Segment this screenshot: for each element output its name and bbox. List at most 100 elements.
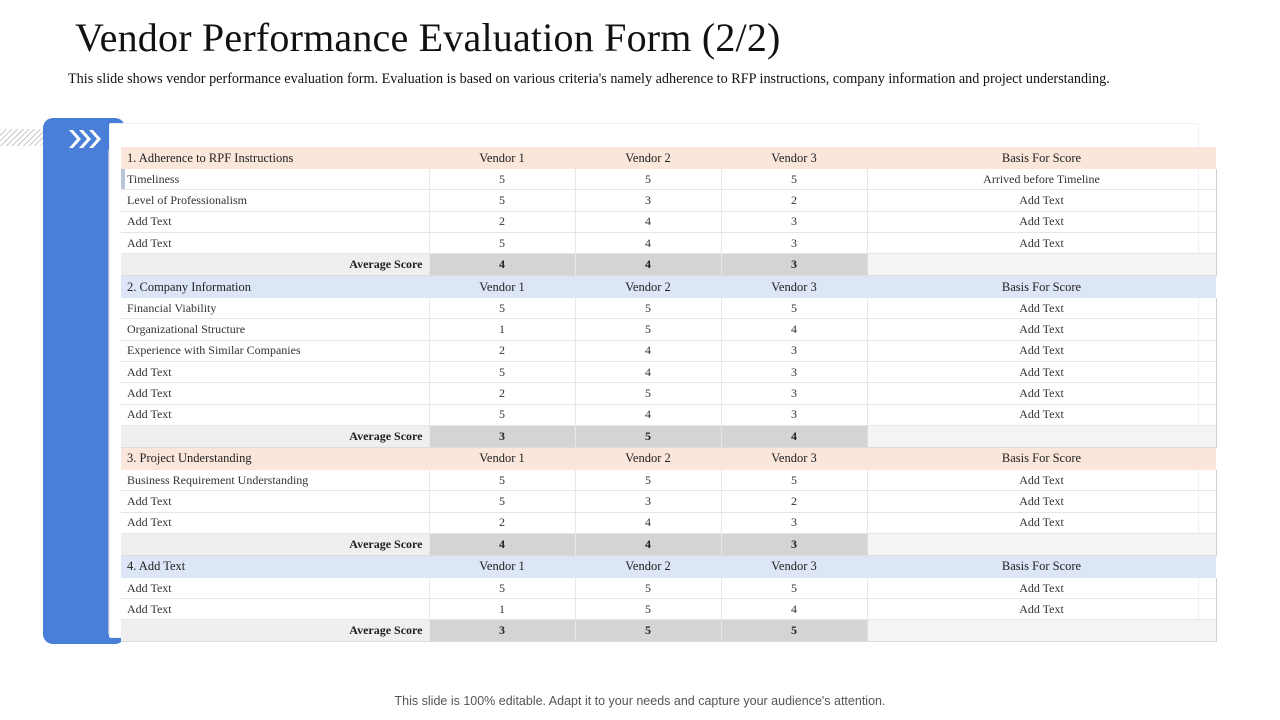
- average-score-label: Average Score: [121, 425, 429, 448]
- vendor-column-header: Vendor 3: [721, 275, 867, 299]
- basis-cell: Add Text: [866, 361, 1217, 384]
- triple-chevron-right-icon: [67, 126, 103, 152]
- section-title: 4. Add Text: [121, 555, 429, 578]
- section-header-row: 2. Company Information Vendor 1 Vendor 2 Ve…: [121, 275, 1216, 299]
- basis-cell: Add Text: [866, 598, 1217, 621]
- average-score-label: Average Score: [121, 533, 429, 556]
- score-cell: 5: [428, 361, 575, 384]
- vendor-column-header: Vendor 2: [575, 275, 721, 299]
- score-cell: 5: [720, 169, 867, 191]
- criterion-cell: Add Text: [121, 512, 429, 534]
- table-row: Financial Viability 5 5 5 Add Text: [121, 298, 1217, 320]
- table-row: Business Requirement Understanding 5 5 5 Add…: [121, 469, 1217, 492]
- score-cell: 5: [574, 169, 721, 191]
- table-row: Add Text 5 4 3 Add Text: [121, 232, 1217, 255]
- slide-title: Vendor Performance Evaluation Form (2/2): [75, 15, 781, 60]
- vendor-column-header: Vendor 1: [429, 147, 575, 169]
- average-score-value: 3: [720, 253, 867, 277]
- average-score-value: 4: [428, 253, 575, 277]
- score-cell: 5: [428, 232, 575, 255]
- score-cell: 2: [720, 189, 867, 212]
- vendor-column-header: Vendor 1: [429, 447, 575, 470]
- table-row: Add Text 1 5 4 Add Text: [121, 598, 1217, 621]
- score-cell: 5: [428, 577, 575, 600]
- basis-column-header: Basis For Score: [867, 147, 1216, 169]
- score-cell: 3: [574, 189, 721, 212]
- criterion-cell: Experience with Similar Companies: [121, 340, 429, 363]
- score-cell: 5: [428, 298, 575, 320]
- score-cell: 5: [428, 469, 575, 492]
- score-cell: 4: [574, 211, 721, 233]
- basis-cell: Add Text: [866, 469, 1217, 492]
- score-cell: 3: [720, 382, 867, 405]
- score-cell: 3: [720, 404, 867, 426]
- average-basis-blank: [866, 425, 1217, 448]
- criterion-cell: Add Text: [121, 490, 429, 513]
- section-header-row: 4. Add Text Vendor 1 Vendor 2 Vendor 3 Basis…: [121, 555, 1216, 578]
- score-cell: 1: [428, 598, 575, 621]
- score-cell: 5: [720, 298, 867, 320]
- basis-cell: Add Text: [866, 577, 1217, 600]
- score-cell: 5: [720, 577, 867, 600]
- average-score-row: Average Score 4 4 3: [121, 533, 1217, 556]
- score-cell: 1: [428, 318, 575, 341]
- table-row: Add Text 5 3 2 Add Text: [121, 490, 1217, 513]
- average-score-row: Average Score 3 5 5: [121, 619, 1217, 643]
- score-cell: 2: [428, 382, 575, 405]
- score-cell: 4: [720, 598, 867, 621]
- criterion-cell: Add Text: [121, 232, 429, 255]
- vendor-column-header: Vendor 3: [721, 447, 867, 470]
- score-cell: 3: [720, 340, 867, 363]
- basis-cell: Add Text: [866, 490, 1217, 513]
- vendor-column-header: Vendor 1: [429, 275, 575, 299]
- score-cell: 4: [720, 318, 867, 341]
- basis-cell: Add Text: [866, 404, 1217, 426]
- average-basis-blank: [866, 533, 1217, 556]
- basis-cell: Arrived before Timeline: [866, 169, 1217, 191]
- score-cell: 4: [574, 404, 721, 426]
- score-cell: 5: [428, 404, 575, 426]
- average-score-value: 4: [574, 253, 721, 277]
- score-cell: 3: [720, 232, 867, 255]
- vendor-column-header: Vendor 3: [721, 555, 867, 578]
- score-cell: 5: [428, 490, 575, 513]
- criterion-cell: Business Requirement Understanding: [121, 469, 429, 492]
- footer-note: This slide is 100% editable. Adapt it to…: [394, 694, 886, 708]
- table-row: Organizational Structure 1 5 4 Add Text: [121, 318, 1217, 341]
- average-score-row: Average Score 4 4 3: [121, 253, 1217, 277]
- average-score-label: Average Score: [121, 619, 429, 643]
- average-basis-blank: [866, 619, 1217, 643]
- table-row: Timeliness 5 5 5 Arrived before Timeline: [121, 169, 1217, 191]
- score-cell: 5: [574, 382, 721, 405]
- basis-column-header: Basis For Score: [867, 555, 1216, 578]
- criterion-cell: Add Text: [121, 382, 429, 405]
- criterion-cell: Add Text: [121, 598, 429, 621]
- criterion-cell: Add Text: [121, 404, 429, 426]
- table-row: Add Text 5 5 5 Add Text: [121, 577, 1217, 600]
- score-cell: 5: [428, 169, 575, 191]
- vendor-column-header: Vendor 2: [575, 147, 721, 169]
- frame-divider: [108, 150, 109, 634]
- basis-cell: Add Text: [866, 298, 1217, 320]
- average-score-value: 5: [574, 425, 721, 448]
- table-row: Level of Professionalism 5 3 2 Add Text: [121, 189, 1217, 212]
- score-cell: 5: [720, 469, 867, 492]
- average-score-row: Average Score 3 5 4: [121, 425, 1217, 448]
- criterion-cell: Organizational Structure: [121, 318, 429, 341]
- criterion-cell: Add Text: [121, 577, 429, 600]
- average-score-value: 5: [720, 619, 867, 643]
- score-cell: 5: [428, 189, 575, 212]
- table-row: Add Text 5 4 3 Add Text: [121, 361, 1217, 384]
- basis-column-header: Basis For Score: [867, 447, 1216, 470]
- basis-cell: Add Text: [866, 232, 1217, 255]
- table-row: Experience with Similar Companies 2 4 3 Add …: [121, 340, 1217, 363]
- criterion-cell: Level of Professionalism: [121, 189, 429, 212]
- basis-cell: Add Text: [866, 512, 1217, 534]
- basis-cell: Add Text: [866, 189, 1217, 212]
- score-cell: 3: [574, 490, 721, 513]
- section-header-row: 1. Adherence to RPF Instructions Vendor 1…: [121, 147, 1216, 169]
- score-cell: 2: [428, 512, 575, 534]
- score-cell: 4: [574, 512, 721, 534]
- section-title: 1. Adherence to RPF Instructions: [121, 147, 429, 169]
- criterion-cell: Add Text: [121, 211, 429, 233]
